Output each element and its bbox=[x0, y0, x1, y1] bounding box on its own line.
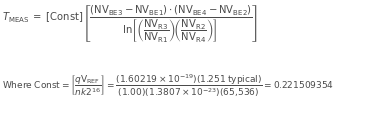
Text: $T_{\mathrm{MEAS}}\; =\; \left[\mathrm{Const}\right]\left[\dfrac{(\mathrm{NV}_{\: $T_{\mathrm{MEAS}}\; =\; \left[\mathrm{C… bbox=[2, 3, 258, 44]
Text: $\mathrm{Where\; Const} = \left[\dfrac{q\mathrm{V}_{\mathrm{REF}}}{nk2^{16}}\rig: $\mathrm{Where\; Const} = \left[\dfrac{q… bbox=[2, 71, 334, 98]
